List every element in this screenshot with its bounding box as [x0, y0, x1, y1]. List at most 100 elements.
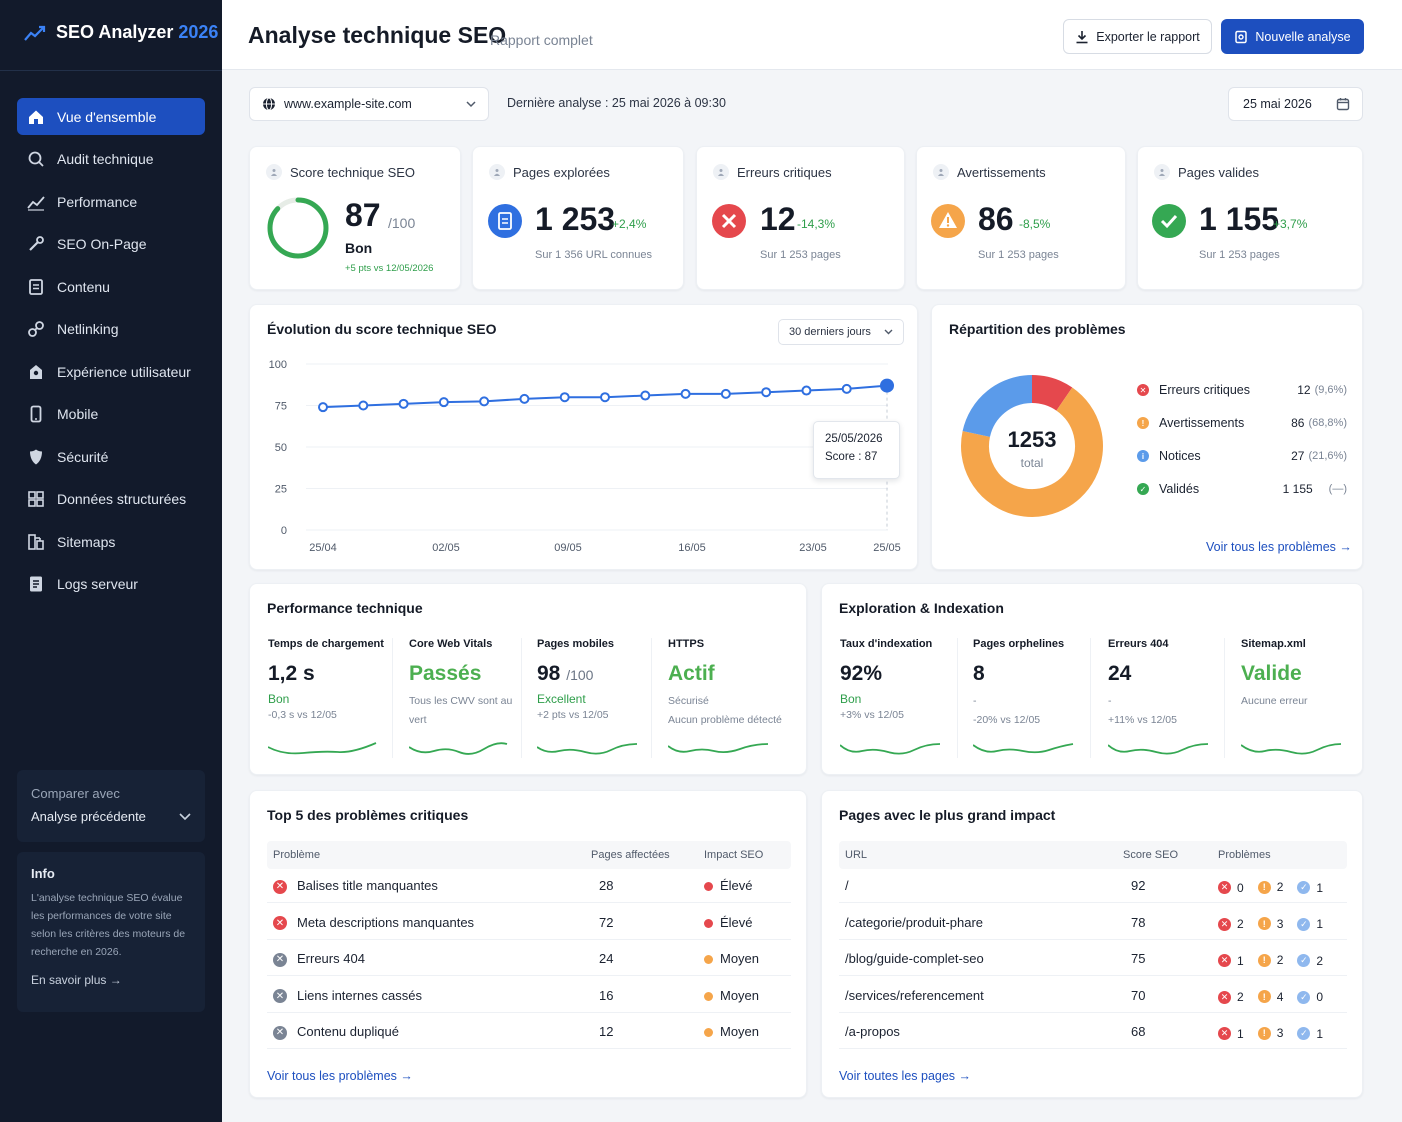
page-url[interactable]: /services/referencement	[845, 987, 984, 1003]
data-point[interactable]	[761, 387, 772, 398]
page-url[interactable]: /blog/guide-complet-seo	[845, 951, 984, 966]
metric-note: Aucun problème détecté	[668, 714, 782, 726]
sparkline	[409, 742, 508, 755]
range-select[interactable]: 30 derniers jours	[778, 319, 904, 345]
download-icon	[1076, 30, 1088, 43]
metric-value: 98	[537, 662, 561, 685]
data-point[interactable]	[600, 392, 610, 403]
link-icon	[28, 321, 44, 337]
table-row[interactable]: ✕ Erreurs 404 24 Moyen	[267, 940, 791, 976]
sidebar-item-content[interactable]: Contenu	[17, 268, 205, 305]
data-point[interactable]	[801, 385, 812, 396]
info-link[interactable]: En savoir plus →	[31, 973, 122, 987]
last-analysis-text: Dernière analyse : 25 mai 2026 à 09:30	[507, 96, 726, 110]
problem-name: Erreurs 404	[297, 951, 365, 966]
legend-row-warnings: ! Avertissements 86 (68,8%)	[1137, 416, 1347, 430]
data-point[interactable]	[358, 400, 369, 411]
sitemap-icon	[28, 533, 44, 550]
table-row[interactable]: /a-propos 68 ✕ 1! 3 ✓ 1	[839, 1013, 1347, 1049]
data-point[interactable]	[720, 388, 731, 399]
sidebar-item-sitemaps[interactable]: Sitemaps	[17, 523, 205, 560]
globe-icon	[263, 97, 275, 111]
metric-indexation: Taux d'indexation 92% Bon +3% vs 12/05	[840, 638, 960, 725]
sidebar-item-structured-data[interactable]: Données structurées	[17, 481, 205, 518]
sidebar-item-netlinking[interactable]: Netlinking	[17, 311, 205, 348]
metric-value: Valide	[1241, 662, 1302, 685]
sidebar-item-overview[interactable]: Vue d'ensemble	[17, 98, 205, 135]
sidebar-item-security[interactable]: Sécurité	[17, 438, 205, 475]
metric-label: Pages mobiles	[537, 638, 615, 650]
donut-slice[interactable]	[961, 387, 1103, 517]
compare-select[interactable]: Comparer avec Analyse précédente	[17, 770, 205, 842]
data-point[interactable]	[841, 383, 852, 394]
view-all-pages-link[interactable]: Voir toutes les pages →	[839, 1069, 972, 1083]
table-row[interactable]: ✕ Contenu dupliqué 12 Moyen	[267, 1013, 791, 1049]
table-row[interactable]: / 92 ✕ 0! 2 ✓ 1	[839, 867, 1347, 903]
problem-impact: Moyen	[720, 951, 760, 966]
exploration-title: Exploration & Indexation	[839, 600, 1004, 616]
donut-slice[interactable]	[962, 375, 1033, 438]
table-row[interactable]: ✕ Liens internes cassés 16 Moyen	[267, 977, 791, 1013]
view-all-problems-link[interactable]: Voir tous les problèmes →	[1206, 540, 1352, 554]
site-select[interactable]: www.example-site.com	[249, 87, 489, 121]
kpi-card-pages[interactable]: Pages explorées 1 253 +2,4% Sur 1 356 UR…	[472, 146, 684, 290]
new-analysis-button[interactable]: Nouvelle analyse	[1221, 19, 1364, 54]
kpi-card-warnings[interactable]: Avertissements 86 -8,5% Sur 1 253 pages	[916, 146, 1126, 290]
errors-foot: Sur 1 253 pages	[760, 249, 841, 261]
page-url[interactable]: /	[845, 878, 849, 893]
table-row[interactable]: /blog/guide-complet-seo 75 ✕ 1! 2 ✓ 2	[839, 940, 1347, 976]
legend-pct: (21,6%)	[1308, 450, 1347, 462]
donut-slice[interactable]	[1031, 375, 1073, 411]
problem-impact: Moyen	[720, 1024, 760, 1039]
sidebar-item-performance[interactable]: Performance	[17, 183, 205, 220]
error-count: 1	[1237, 953, 1244, 968]
x-tick-label: 23/05	[799, 542, 827, 554]
data-point[interactable]	[640, 390, 651, 401]
data-point[interactable]	[880, 378, 894, 393]
data-point[interactable]	[559, 392, 570, 403]
impact-dot	[704, 918, 713, 928]
warning-icon: !	[1257, 917, 1271, 930]
kpi-card-errors[interactable]: Erreurs critiques 12 -14,3% Sur 1 253 pa…	[696, 146, 905, 290]
table-row[interactable]: /services/referencement 70 ✕ 2! 4 ✓ 0	[839, 977, 1347, 1013]
export-report-button[interactable]: Exporter le rapport	[1063, 19, 1212, 54]
page-score: 75	[1131, 951, 1146, 966]
warning-count: 4	[1276, 989, 1284, 1004]
wrench-icon	[29, 236, 44, 251]
sidebar-item-seo-onpage[interactable]: SEO On-Page	[17, 226, 205, 263]
table-row[interactable]: ✕ Meta descriptions manquantes 72 Élevé	[267, 904, 791, 940]
metric-label: Erreurs 404	[1108, 638, 1169, 650]
sidebar-item-label: Logs serveur	[57, 576, 138, 592]
problem-name: Balises title manquantes	[297, 878, 438, 893]
data-point[interactable]	[398, 398, 409, 409]
view-all-problems-link[interactable]: Voir tous les problèmes →	[267, 1069, 413, 1083]
metric-status: Sécurisé	[668, 695, 709, 707]
error-icon: ✕	[1218, 917, 1231, 931]
sparkline	[668, 743, 769, 754]
kpi-card-valid[interactable]: Pages valides 1 155 +3,7% Sur 1 253 page…	[1137, 146, 1363, 290]
data-point[interactable]	[680, 388, 691, 399]
info-circle-icon	[489, 164, 505, 180]
donut-total: 1253	[1007, 427, 1057, 452]
metric-note: +11% vs 12/05	[1108, 714, 1177, 726]
kpi-card-score[interactable]: Score technique SEO 87 /100 Bon +5 pts v…	[249, 146, 461, 290]
sidebar-item-mobile[interactable]: Mobile	[17, 396, 205, 433]
app-brand[interactable]: SEO Analyzer 2026	[24, 22, 218, 43]
sidebar-item-logs[interactable]: Logs serveur	[17, 566, 205, 603]
data-point[interactable]	[519, 393, 530, 404]
error-count: 2	[1237, 990, 1244, 1004]
data-point[interactable]	[438, 397, 449, 408]
page-url[interactable]: /a-propos	[845, 1024, 900, 1039]
data-point[interactable]	[479, 396, 490, 407]
sparkline	[1241, 743, 1342, 755]
page-url[interactable]: /categorie/produit-phare	[845, 914, 984, 930]
sidebar-item-ux[interactable]: Expérience utilisateur	[17, 353, 205, 390]
evolution-card: Évolution du score technique SEO 30 dern…	[249, 304, 918, 570]
table-row[interactable]: /categorie/produit-phare 78 ✕ 2! 3 ✓ 1	[839, 904, 1347, 940]
sidebar-divider	[0, 70, 222, 71]
date-picker[interactable]: 25 mai 2026	[1228, 87, 1363, 121]
data-point[interactable]	[318, 402, 328, 413]
sidebar-item-audit[interactable]: Audit technique	[17, 141, 205, 178]
table-row[interactable]: ✕ Balises title manquantes 28 Élevé	[267, 867, 791, 903]
divider	[392, 638, 393, 758]
